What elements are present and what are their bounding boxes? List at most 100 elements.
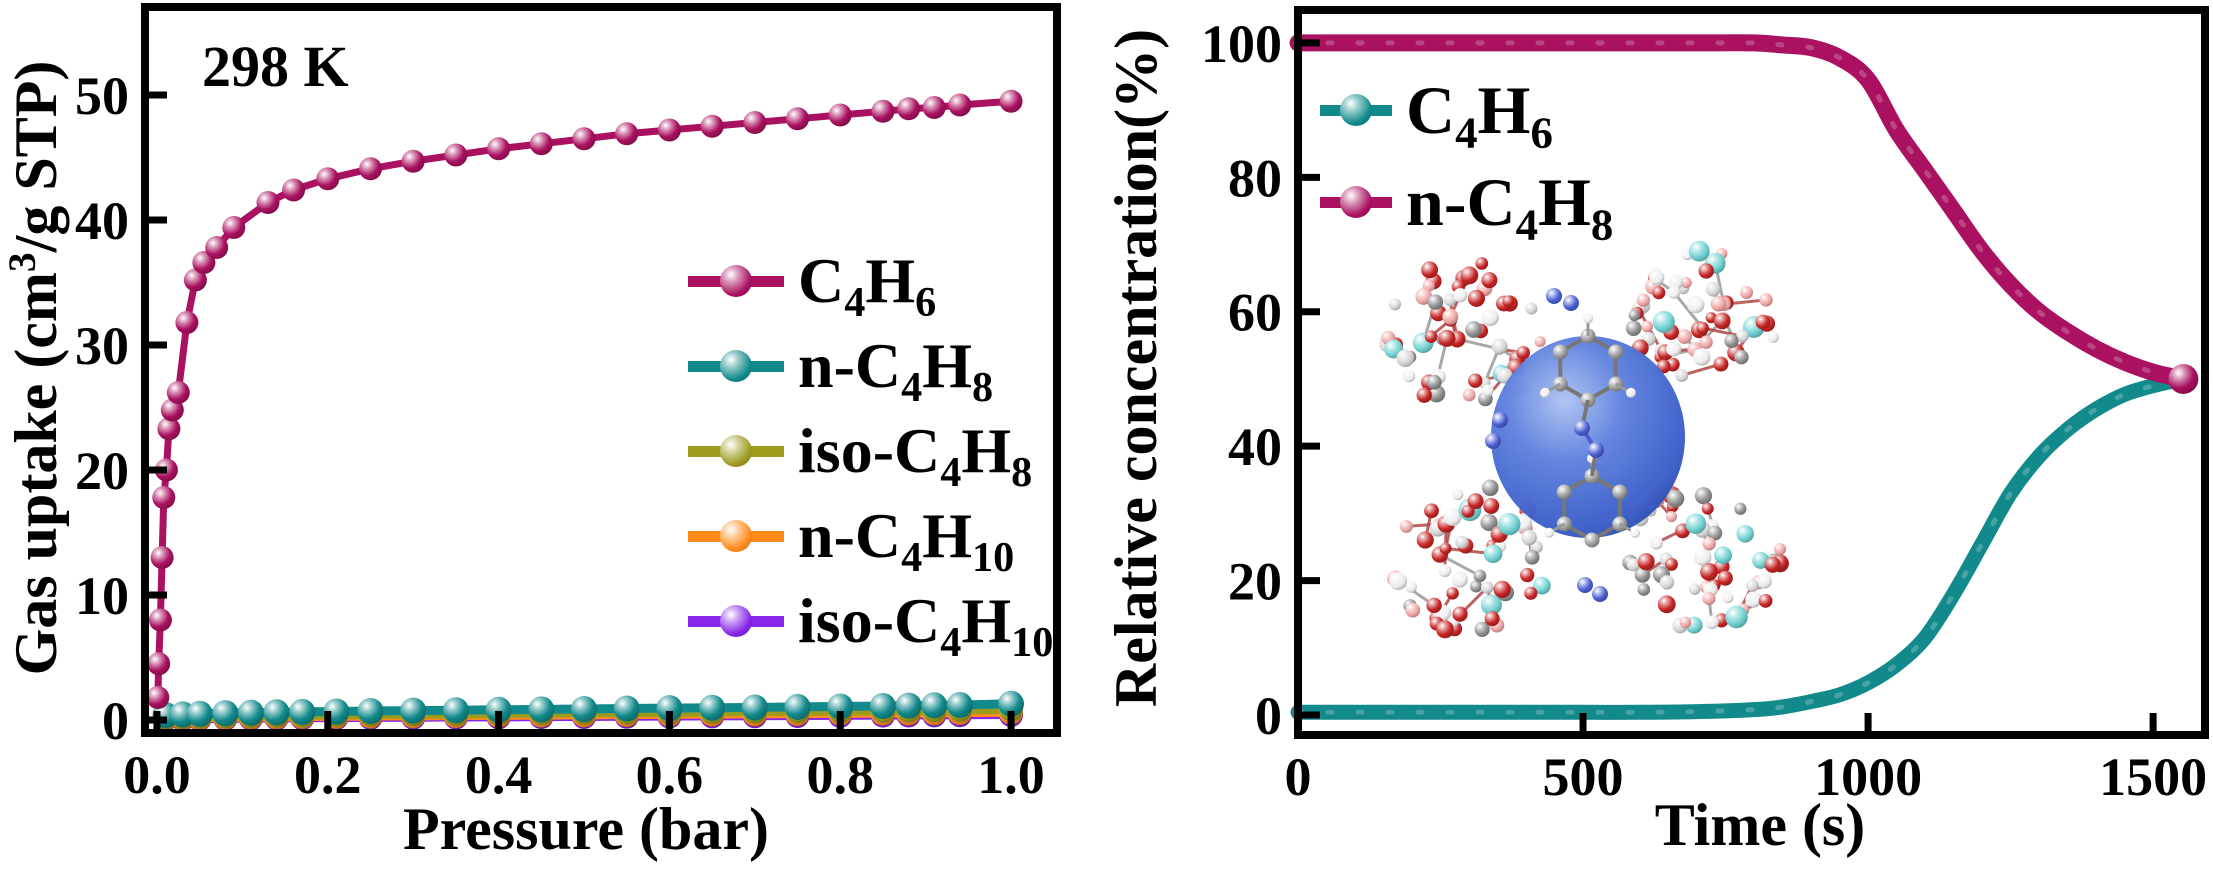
atom [1699,335,1713,349]
atom [1493,580,1511,599]
atom [1637,583,1651,596]
data-marker-C4H6 [572,127,596,151]
data-marker-n-C4H8 [186,700,213,727]
x-tick-label: 500 [1543,747,1624,807]
data-marker-n-C4H8 [212,700,239,727]
y-tick-label: 40 [75,191,129,251]
x-tick-label: 0.4 [465,745,533,805]
atom [1700,562,1718,581]
atom [1426,374,1442,390]
atom [1734,502,1747,515]
atom [1724,333,1739,349]
data-marker-n-C4H8 [998,690,1024,717]
atom [1625,387,1636,398]
y-tick-label: 10 [75,566,129,626]
atom [1583,313,1593,324]
nitrogen-atom [1492,412,1508,428]
y-tick-label: 20 [75,441,129,501]
atom [1455,535,1469,549]
atom [1668,274,1684,290]
atom [1665,558,1678,571]
atom [1540,387,1551,398]
atom [1739,285,1754,299]
atom [1688,240,1710,262]
atom [1665,510,1678,523]
atom [1534,335,1546,348]
atom [1402,369,1416,383]
data-marker-C4H6 [183,268,207,292]
data-marker-C4H6 [150,546,174,569]
legend-item-n-C4H10: n-C4H10 [688,493,1053,578]
data-marker-C4H6 [700,114,724,138]
atom [1481,479,1499,497]
atom [1608,344,1624,360]
atom [1446,587,1459,600]
atom [1652,286,1666,300]
legend-ball [720,434,752,467]
nitrogen-atom [1577,577,1593,593]
atom [1443,507,1462,526]
legend-breakthrough: C4H6 n-C4H8 [1320,64,1613,248]
data-marker-C4H6 [160,398,184,422]
atom [1725,605,1748,629]
atom [1552,344,1568,360]
atom [1756,573,1772,589]
atom [1521,529,1537,546]
atom [1659,575,1675,590]
data-marker-C4H6 [192,251,216,274]
atom [1438,564,1452,578]
atom [1452,606,1468,622]
atom [1453,288,1468,303]
atom [1525,302,1538,315]
atom [1710,295,1727,312]
legend-marker-n-C4H8 [688,349,784,382]
atom [1612,484,1628,500]
atom [1667,285,1681,299]
atom [1717,570,1733,586]
atom [1694,487,1713,505]
atom [1713,356,1729,372]
y-tick-label: 20 [1228,552,1282,612]
atom [1399,519,1413,533]
data-marker-C4H6 [743,111,767,134]
y-axis-title-breakthrough: Relative concentration(%) [1103,28,1169,708]
atom [1701,502,1714,515]
breakthrough-plot: 0 500 1000 1500 0 20 40 60 80 100 [1201,6,2209,807]
atom [1685,513,1707,535]
atom [1629,527,1640,538]
atom [1705,281,1721,297]
temperature-annotation: 298 K [202,34,349,99]
atom [1388,298,1402,311]
atom [1416,531,1434,549]
data-marker-n-C4H8 [237,699,264,726]
atom [1439,542,1452,555]
series-line-C4H6 [154,97,1015,701]
atom [1424,330,1438,343]
atom [1438,329,1456,347]
nitrogen-atom [1546,288,1562,304]
legend-ball [720,519,752,552]
legend-marker-C4H6 [1320,94,1392,126]
atom [1443,293,1457,307]
data-marker-C4H6 [147,652,171,676]
data-marker-C4H6 [401,149,425,173]
legend-label-iso-C4H10: iso-C4H10 [798,584,1054,666]
atom [1389,572,1408,591]
legend-marker-n-C4H10 [688,519,784,552]
atom [1516,345,1530,360]
atom [1626,558,1641,572]
atom [1734,349,1749,365]
data-marker-n-C4H8 [784,693,811,720]
atom [1502,295,1515,308]
atom [1736,525,1754,543]
atom [1481,384,1494,397]
data-marker-C4H6 [828,103,852,127]
atom [1666,489,1685,508]
atom [1436,620,1454,639]
legend-item-n-C4H8: n-C4H8 [1320,156,1613,248]
data-marker-C4H6 [444,143,468,167]
data-marker-C4H6 [487,137,511,161]
atom [1692,348,1711,366]
isotherm-plot: 0.0 0.2 0.4 0.6 0.8 1.0 0 10 20 30 40 50 [75,3,1061,805]
y-tick-label: 80 [1228,148,1282,208]
